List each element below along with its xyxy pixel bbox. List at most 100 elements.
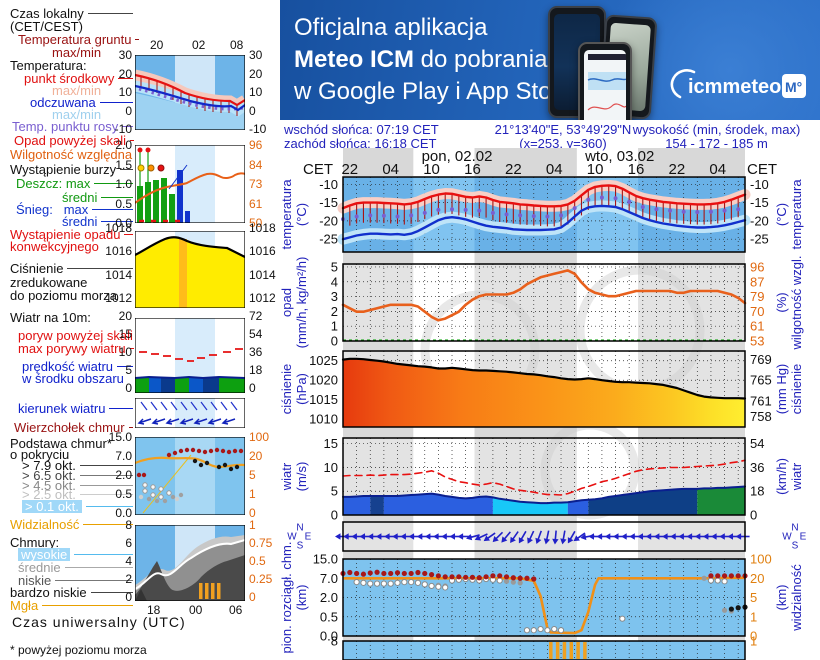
logo-text: icmmeteo <box>688 76 781 98</box>
banner-text: Oficjalna aplikacja Meteo ICM do pobrani… <box>294 12 573 108</box>
svg-text:-10: -10 <box>750 177 769 192</box>
leader-line <box>92 209 133 210</box>
app-promo-banner[interactable]: Oficjalna aplikacja Meteo ICM do pobrani… <box>280 0 820 120</box>
svg-text:1020: 1020 <box>309 373 338 388</box>
tick-label: 0.25 <box>249 572 273 586</box>
tick-label: 0 <box>249 590 256 604</box>
svg-text:22: 22 <box>341 161 358 178</box>
svg-text:(%): (%) <box>774 292 789 312</box>
leader-line <box>109 408 133 409</box>
svg-text:765: 765 <box>750 373 772 388</box>
svg-text:W: W <box>782 532 792 543</box>
svg-text:10: 10 <box>587 161 604 178</box>
tick-label: 20 <box>249 66 263 81</box>
leader-line <box>85 506 133 507</box>
svg-text:18: 18 <box>750 484 764 499</box>
mini-wind-direction-chart <box>135 398 245 428</box>
legend-footnote: * powyżej poziomu morza <box>10 643 147 657</box>
legend-okt-01: > 0.1 okt. <box>4 500 133 513</box>
svg-text:10: 10 <box>423 161 440 178</box>
tick-label: 0 <box>125 381 132 395</box>
mini2-right-ticks: 96 84 73 61 50 <box>249 139 285 229</box>
banner-line1: Oficjalna aplikacja <box>294 14 488 41</box>
svg-text:-25: -25 <box>750 232 769 247</box>
mini7-xtick: 00 <box>189 603 203 617</box>
mini6-right-ticks: 100 20 5 1 0 <box>249 431 285 519</box>
legend-temp-mid: punkt środkowy <box>4 72 133 85</box>
legend-wind-speed-1: prędkość wiatru <box>4 360 133 373</box>
legend-utc: Czas uniwersalny (UTC) <box>12 614 186 630</box>
svg-text:(°C): (°C) <box>774 203 789 226</box>
legend-pressure-3: do poziomu morza <box>10 288 117 303</box>
svg-text:S: S <box>792 541 799 552</box>
svg-text:0: 0 <box>331 508 338 523</box>
mini1-right-ticks: 30 20 10 0 -10 <box>249 49 285 135</box>
svg-text:769: 769 <box>750 352 772 367</box>
legend-clouds-low: niskie <box>4 574 133 587</box>
leader-line <box>87 13 133 14</box>
svg-text:(mm/h, kg/m²/h): (mm/h, kg/m²/h) <box>294 257 309 349</box>
leader-line <box>67 268 133 269</box>
sunrise-time: wschód słońca: 07:19 CET <box>284 122 439 137</box>
svg-text:(mm Hg): (mm Hg) <box>774 364 789 415</box>
tick-label: 54 <box>249 327 263 341</box>
svg-text:5: 5 <box>331 259 338 274</box>
tick-label: 0 <box>125 103 132 118</box>
legend-clouds-header: Chmury: <box>10 535 60 550</box>
altitude-value: 154 - 172 - 185 m <box>665 136 768 151</box>
tick-label: 30 <box>118 48 132 62</box>
leader-line <box>101 197 133 198</box>
svg-text:(hPa): (hPa) <box>294 373 309 405</box>
mini-precip-chart <box>135 145 245 223</box>
tick-label: 15 <box>118 327 132 341</box>
tick-label: 1016 <box>249 244 276 259</box>
leader-line <box>117 366 133 367</box>
svg-text:CET: CET <box>747 161 777 178</box>
svg-text:E: E <box>800 532 807 543</box>
svg-text:ciśnienie: ciśnienie <box>789 364 804 415</box>
tick-label: 15.0 <box>108 430 132 444</box>
sunset-time: zachód słońca: 16:18 CET <box>284 136 437 151</box>
svg-text:53: 53 <box>750 334 764 349</box>
mini3-right-ticks: 1018 1016 1014 1012 <box>249 222 285 304</box>
leader-line <box>99 102 133 103</box>
svg-text:temperatura: temperatura <box>789 179 804 250</box>
legend-ground-temp: Temperatura gruntu <box>4 33 140 46</box>
leader-line <box>79 485 133 486</box>
legend-rain-max: Deszcz: max <box>4 177 133 190</box>
logo-swoosh-icon <box>670 69 696 99</box>
mini3-left-ticks: 1018 1016 1014 1012 <box>96 222 132 304</box>
legend-okt-25: > 2.5 okt. <box>4 488 133 501</box>
tick-label: 0.75 <box>249 536 273 550</box>
leader-line <box>79 465 133 466</box>
legend-rain-mean: średni <box>4 191 133 204</box>
svg-text:E: E <box>305 532 312 543</box>
svg-text:04: 04 <box>546 161 563 178</box>
svg-text:36: 36 <box>750 460 764 475</box>
legend-snow-max: Śnieg: max <box>4 203 133 216</box>
tick-label: 0.5 <box>249 554 266 568</box>
svg-text:20: 20 <box>750 571 764 586</box>
tick-label: 1018 <box>249 221 276 235</box>
legend-fog: Mgła <box>4 599 133 612</box>
legend-gust-max: max porywy wiatru <box>4 342 134 355</box>
tick-label: 4 <box>125 554 132 568</box>
tick-label: 50 <box>249 216 263 230</box>
legend-local-time: Czas lokalny <box>4 7 133 20</box>
svg-text:N: N <box>791 523 798 534</box>
svg-text:5: 5 <box>750 590 757 605</box>
svg-text:S: S <box>297 541 304 552</box>
icmmeteo-logo: icmmeteo M° <box>670 67 810 108</box>
legend-local-time-2: (CET/CEST) <box>10 19 83 34</box>
svg-text:widzialność: widzialność <box>789 564 804 632</box>
legend-temp-maxmin: max/min <box>52 83 102 98</box>
svg-text:-25: -25 <box>319 232 338 247</box>
tick-label: 1014 <box>105 267 132 282</box>
legend-dew-point: Temp. punktu rosy <box>4 120 133 133</box>
mini-cloud-cover-chart <box>135 525 245 601</box>
svg-text:8: 8 <box>331 634 338 649</box>
legend-pressure-1: Ciśnienie <box>4 262 133 275</box>
leader-line <box>120 169 133 170</box>
tick-label: 10 <box>118 345 132 359</box>
svg-text:0.5: 0.5 <box>320 609 338 624</box>
